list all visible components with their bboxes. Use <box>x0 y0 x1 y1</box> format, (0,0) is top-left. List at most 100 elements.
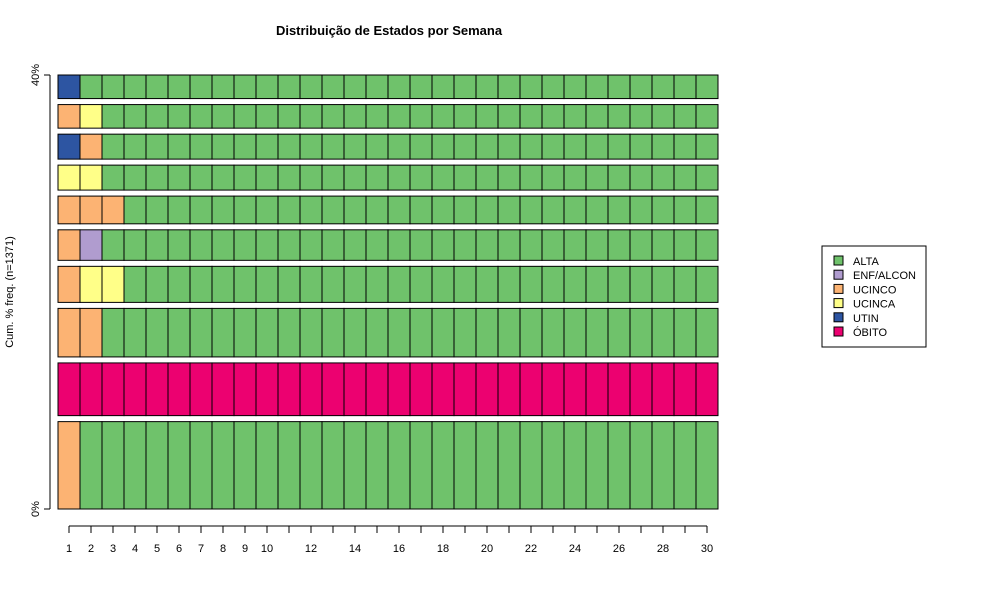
cell-alta <box>585 133 609 160</box>
cell-alta <box>585 265 609 303</box>
cell-alta <box>453 307 477 358</box>
cell-alta <box>277 229 301 261</box>
cell-alta <box>145 164 169 191</box>
cell-alta <box>365 421 389 510</box>
cell-alta <box>453 229 477 261</box>
cell-alta <box>321 195 345 225</box>
cell-bito <box>673 362 697 417</box>
cell-alta <box>101 104 125 129</box>
cell-alta <box>695 265 719 303</box>
cell-alta <box>541 104 565 129</box>
cell-alta <box>321 133 345 160</box>
cell-alta <box>409 229 433 261</box>
legend-item-ucinco: UCINCO <box>833 283 897 296</box>
cell-alta <box>585 104 609 129</box>
cell-bito <box>475 362 499 417</box>
cell-alta <box>409 133 433 160</box>
cell-alta <box>233 74 257 100</box>
cell-alta <box>211 229 235 261</box>
cell-alta <box>277 195 301 225</box>
cell-alta <box>431 265 455 303</box>
sequence-row <box>57 421 719 510</box>
cell-ucinco <box>57 307 81 358</box>
cell-alta <box>651 229 675 261</box>
cell-ucinco <box>101 195 125 225</box>
cell-alta <box>299 229 323 261</box>
cell-alta <box>629 74 653 100</box>
cell-alta <box>343 265 367 303</box>
cell-alta <box>387 265 411 303</box>
sequence-bars <box>57 74 719 510</box>
sequence-row <box>57 229 719 261</box>
cell-alta <box>475 229 499 261</box>
y-axis: 0% 40% <box>30 64 51 517</box>
sequence-row <box>57 133 719 160</box>
cell-alta <box>541 195 565 225</box>
cell-alta <box>299 195 323 225</box>
cell-ucinco <box>57 265 81 303</box>
cell-alta <box>299 307 323 358</box>
cell-bito <box>145 362 169 417</box>
cell-alta <box>563 133 587 160</box>
cell-alta <box>233 133 257 160</box>
cell-bito <box>519 362 543 417</box>
cell-alta <box>607 229 631 261</box>
cell-bito <box>321 362 345 417</box>
legend-label: ALTA <box>853 256 880 268</box>
cell-alta <box>255 164 279 191</box>
cell-alta <box>475 164 499 191</box>
cell-alta <box>145 133 169 160</box>
cell-alta <box>233 421 257 510</box>
x-tick-label: 6 <box>176 543 182 555</box>
y-tick-label: 40% <box>30 64 42 86</box>
cell-alta <box>673 421 697 510</box>
cell-alta <box>607 74 631 100</box>
cell-alta <box>321 229 345 261</box>
cell-bito <box>277 362 301 417</box>
cell-alta <box>475 195 499 225</box>
cell-ucinco <box>79 195 103 225</box>
cell-alta <box>365 195 389 225</box>
cell-alta <box>189 229 213 261</box>
cell-alta <box>497 164 521 191</box>
x-tick-label: 9 <box>242 543 248 555</box>
cell-alta <box>189 74 213 100</box>
x-tick-label: 20 <box>481 543 493 555</box>
cell-bito <box>343 362 367 417</box>
cell-alta <box>409 195 433 225</box>
cell-alta <box>343 195 367 225</box>
cell-alta <box>695 164 719 191</box>
cell-alta <box>519 229 543 261</box>
cell-alta <box>519 265 543 303</box>
cell-alta <box>255 421 279 510</box>
sequence-row <box>57 104 719 129</box>
cell-alta <box>563 307 587 358</box>
cell-alta <box>255 133 279 160</box>
cell-alta <box>343 104 367 129</box>
cell-alta <box>101 421 125 510</box>
cell-alta <box>167 195 191 225</box>
cell-alta <box>607 421 631 510</box>
cell-alta <box>585 164 609 191</box>
cell-alta <box>365 104 389 129</box>
cell-alta <box>563 265 587 303</box>
cell-alta <box>629 307 653 358</box>
cell-alta <box>123 195 147 225</box>
sequence-row <box>57 265 719 303</box>
cell-alta <box>563 229 587 261</box>
x-tick-label: 12 <box>305 543 317 555</box>
cell-alta <box>365 307 389 358</box>
cell-bito <box>211 362 235 417</box>
cell-alta <box>123 229 147 261</box>
cell-alta <box>651 307 675 358</box>
cell-alta <box>123 133 147 160</box>
cell-alta <box>189 265 213 303</box>
cell-alta <box>497 421 521 510</box>
cell-alta <box>607 133 631 160</box>
cell-alta <box>607 265 631 303</box>
sequence-row <box>57 362 719 417</box>
cell-alta <box>673 74 697 100</box>
cell-alta <box>673 164 697 191</box>
x-tick-label: 14 <box>349 543 361 555</box>
cell-alta <box>343 164 367 191</box>
